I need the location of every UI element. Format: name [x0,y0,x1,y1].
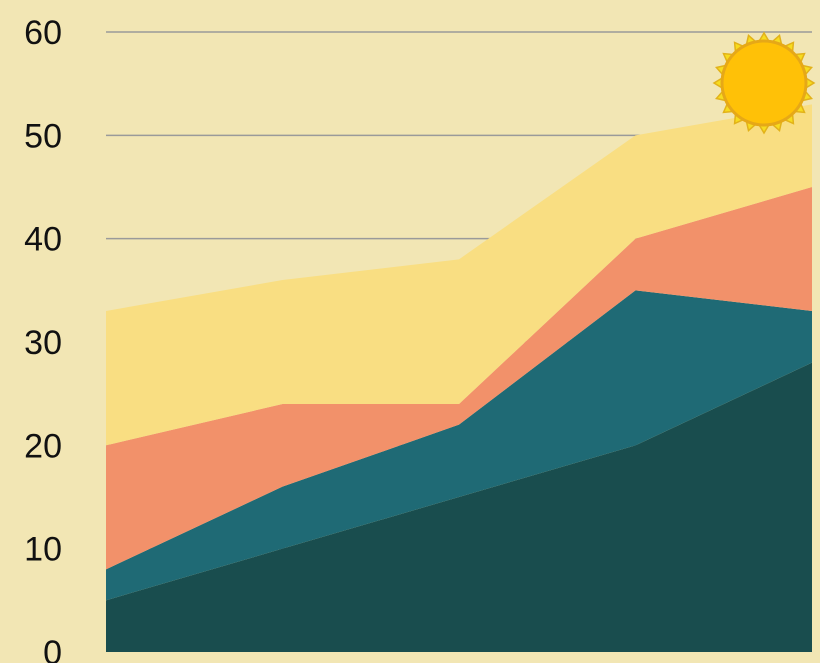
sun-icon [712,31,816,135]
series-area-1 [106,362,812,652]
y-tick-label-30: 30 [24,324,62,362]
sun-disc [720,39,808,127]
y-tick-label-60: 60 [24,14,62,52]
series-areas [106,104,812,652]
series-area-2 [106,290,812,601]
series-area-3 [106,187,812,570]
y-tick-label-20: 20 [24,427,62,465]
series-area-4 [106,104,812,446]
y-tick-label-0: 0 [43,634,62,663]
y-tick-label-50: 50 [24,117,62,155]
y-tick-label-40: 40 [24,221,62,259]
y-axis-tick-labels: 0 10 20 30 40 50 60 [24,14,62,663]
y-tick-label-10: 10 [24,531,62,569]
